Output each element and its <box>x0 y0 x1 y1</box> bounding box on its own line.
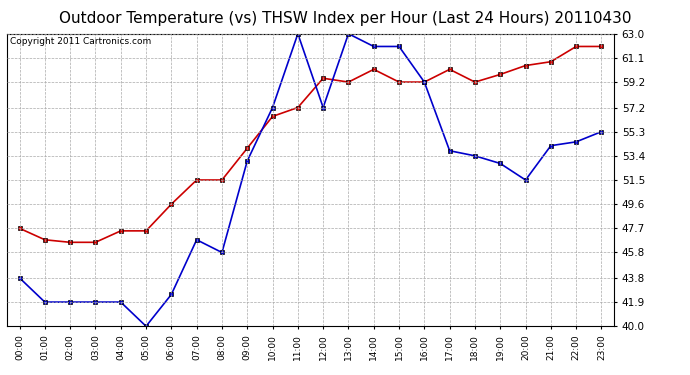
Text: Copyright 2011 Cartronics.com: Copyright 2011 Cartronics.com <box>10 37 151 46</box>
Text: Outdoor Temperature (vs) THSW Index per Hour (Last 24 Hours) 20110430: Outdoor Temperature (vs) THSW Index per … <box>59 11 631 26</box>
